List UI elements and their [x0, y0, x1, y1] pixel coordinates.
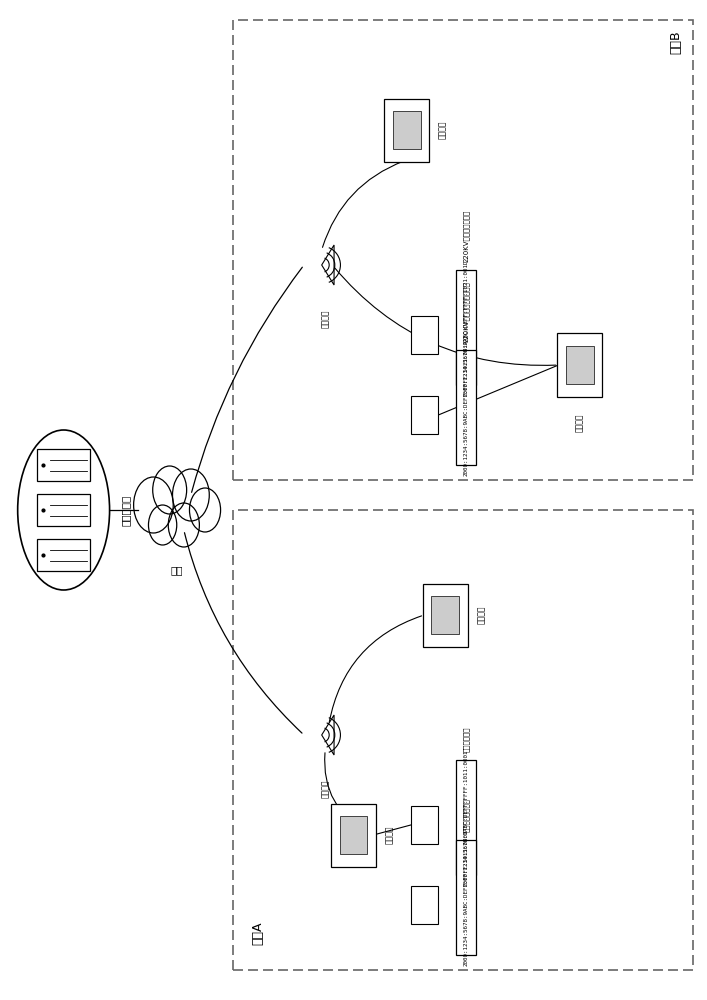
- FancyBboxPatch shape: [456, 270, 476, 385]
- FancyBboxPatch shape: [331, 804, 376, 866]
- FancyBboxPatch shape: [339, 816, 368, 854]
- FancyBboxPatch shape: [411, 806, 438, 844]
- Text: 城镇A: 城镇A: [251, 922, 264, 945]
- Text: 中心服务器: 中心服务器: [120, 494, 130, 526]
- Circle shape: [134, 477, 173, 533]
- Text: 220KV回路隔离电流互感器: 220KV回路隔离电流互感器: [462, 281, 469, 342]
- Text: 220KV回路阻波器标签: 220KV回路阻波器标签: [462, 210, 469, 262]
- FancyBboxPatch shape: [37, 494, 90, 526]
- Text: 手持设备: 手持设备: [385, 826, 395, 844]
- FancyBboxPatch shape: [558, 333, 602, 396]
- Text: 2000:1234:5678:9ABC:DEFF:FFFF:1011:0003: 2000:1234:5678:9ABC:DEFF:FFFF:1011:0003: [463, 829, 469, 966]
- Text: 无线网络: 无线网络: [321, 780, 329, 798]
- FancyBboxPatch shape: [423, 584, 468, 647]
- FancyBboxPatch shape: [566, 346, 594, 384]
- Text: 无线网络: 无线网络: [321, 310, 329, 328]
- FancyBboxPatch shape: [456, 350, 476, 465]
- Text: 主变风冷系统标签: 主变风冷系统标签: [462, 798, 469, 832]
- Text: 手持设备: 手持设备: [438, 121, 448, 139]
- Ellipse shape: [18, 430, 110, 590]
- FancyBboxPatch shape: [385, 99, 428, 161]
- FancyBboxPatch shape: [456, 760, 476, 875]
- Polygon shape: [322, 715, 334, 755]
- Circle shape: [148, 505, 177, 545]
- Text: 手持设备: 手持设备: [575, 413, 584, 432]
- Polygon shape: [322, 245, 334, 285]
- Text: 手持设备: 手持设备: [477, 606, 486, 624]
- FancyBboxPatch shape: [411, 316, 438, 354]
- FancyBboxPatch shape: [411, 396, 438, 434]
- Circle shape: [153, 466, 187, 514]
- Circle shape: [173, 469, 209, 521]
- Text: 2000:1234:5678:9ABC:DEFF:FFFF:1011:0001: 2000:1234:5678:9ABC:DEFF:FFFF:1011:0001: [463, 749, 469, 886]
- Circle shape: [189, 488, 221, 532]
- FancyBboxPatch shape: [431, 596, 460, 634]
- FancyBboxPatch shape: [233, 510, 693, 970]
- Text: 网络: 网络: [170, 565, 183, 575]
- Text: 2000:1234:5678:9ABC:DEFF:FFFF:1021:001A: 2000:1234:5678:9ABC:DEFF:FFFF:1021:001A: [463, 339, 469, 476]
- FancyBboxPatch shape: [456, 840, 476, 955]
- Text: 主变本体标签: 主变本体标签: [462, 726, 469, 752]
- FancyBboxPatch shape: [411, 886, 438, 924]
- FancyBboxPatch shape: [392, 111, 421, 149]
- FancyBboxPatch shape: [233, 20, 693, 480]
- FancyBboxPatch shape: [37, 449, 90, 481]
- FancyBboxPatch shape: [37, 539, 90, 571]
- Circle shape: [168, 503, 199, 547]
- Text: 2000:1234:5678:9ABC:DEFF:FFFF:1021:001D: 2000:1234:5678:9ABC:DEFF:FFFF:1021:001D: [463, 259, 469, 396]
- Text: 城镇B: 城镇B: [670, 30, 682, 54]
